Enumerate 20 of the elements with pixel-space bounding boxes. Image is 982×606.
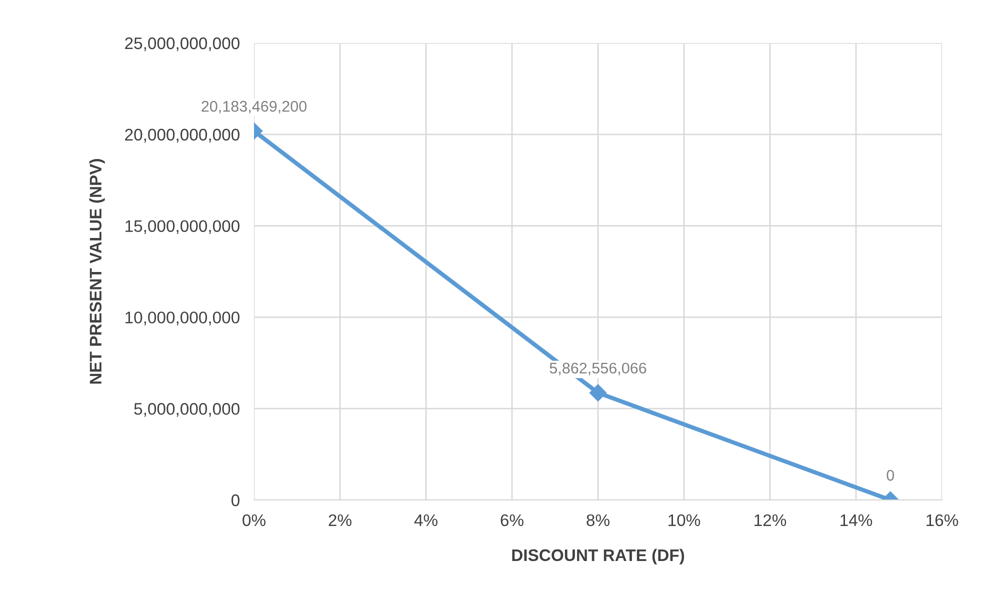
x-tick-label: 16% [926,514,958,526]
data-label: 5,862,556,066 [550,362,646,376]
x-tick-label: 14% [840,514,872,526]
x-tick-label: 4% [414,514,438,526]
y-tick-label: 5,000,000,000 [134,403,240,417]
x-tick-label: 8% [586,514,610,526]
x-tick-label: 6% [500,514,524,526]
y-tick-label: 25,000,000,000 [125,37,240,52]
y-tick-label: 10,000,000,000 [126,312,240,326]
x-axis-title: DISCOUNT RATE (DF) [512,548,684,564]
x-tick-label: 2% [328,514,352,526]
y-axis-title: NET PRESENT VALUE (NPV) [89,159,105,384]
x-tick-label: 12% [754,514,786,526]
x-tick-label: 0% [242,514,266,526]
y-tick-label: 0 [231,494,240,506]
data-label: 0 [886,470,894,481]
data-label: 20,183,469,200 [202,100,307,114]
y-tick-label: 15,000,000,000 [126,220,240,234]
y-tick-label: 20,000,000,000 [125,128,240,143]
x-tick-label: 10% [668,514,700,526]
